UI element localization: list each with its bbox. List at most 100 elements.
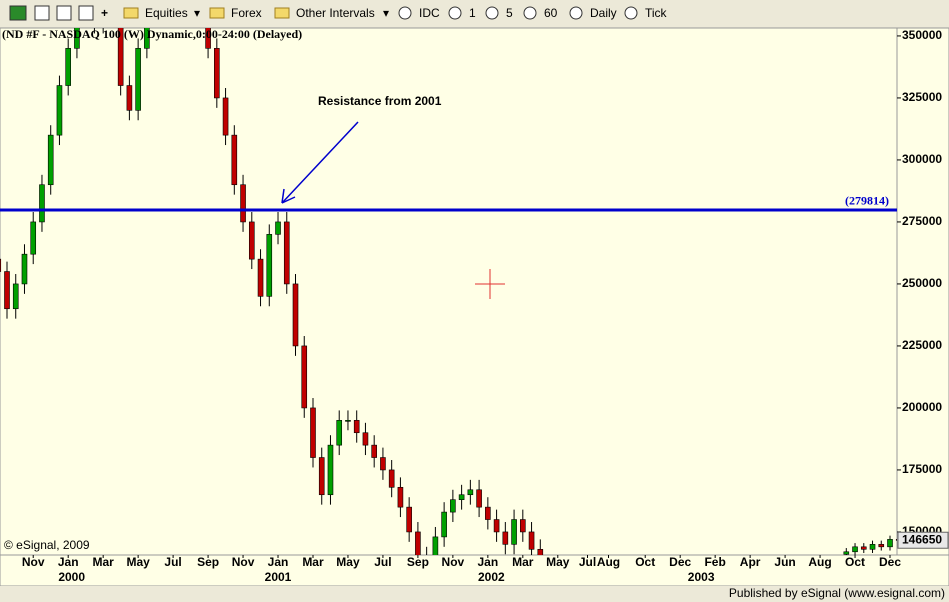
x-tick-label: Jun [774, 555, 795, 569]
candle-body [12, 283, 19, 310]
footer-bar [0, 586, 949, 602]
candle-body [126, 85, 133, 111]
price-axis [896, 27, 949, 556]
copyright: © eSignal, 2009 [4, 538, 90, 552]
x-tick-label: Dec [879, 555, 901, 569]
dropdown-arrow[interactable]: ▾ [383, 6, 389, 20]
toolbar-icon[interactable] [569, 6, 583, 20]
toolbar-icon[interactable] [485, 6, 499, 20]
toolbar-item[interactable]: 60 [544, 6, 558, 20]
year-label: 2000 [58, 570, 85, 584]
candle-body [214, 48, 220, 99]
candle-body [0, 258, 2, 272]
candle-body [231, 134, 238, 186]
y-tick-label: 250000 [902, 276, 942, 290]
candle-body [327, 444, 334, 496]
candle-body [388, 469, 395, 488]
x-tick-label: Oct [845, 555, 865, 569]
x-tick-label: Mar [92, 555, 114, 569]
toolbar-icon[interactable] [9, 5, 27, 21]
candle-body [21, 253, 28, 285]
candle-body [275, 221, 281, 235]
x-tick-label: Jul [374, 555, 391, 569]
toolbar-item[interactable]: Other Intervals [296, 6, 375, 20]
candle-body [144, 28, 150, 49]
candles [0, 28, 897, 555]
x-tick-label: Apr [740, 555, 761, 569]
candle-body [852, 546, 858, 553]
candle-body [248, 221, 255, 260]
year-label: 2002 [478, 570, 505, 584]
candle-body [318, 457, 325, 496]
toolbar-item[interactable]: Daily [590, 6, 617, 20]
toolbar [0, 0, 949, 27]
toolbar-icon[interactable] [34, 5, 50, 21]
candle-body [353, 420, 360, 434]
candle-body [65, 48, 71, 86]
candle-body [493, 519, 500, 533]
candle-body [266, 234, 273, 297]
candle-body [406, 506, 412, 533]
toolbar-icon[interactable] [523, 6, 537, 20]
candle-body [878, 544, 885, 548]
candle-body [257, 258, 264, 297]
y-tick-label: 325000 [902, 90, 942, 104]
toolbar-item[interactable]: Forex [231, 6, 262, 20]
candle-body [895, 539, 897, 541]
candle-body [56, 85, 63, 136]
annotation-arrow [281, 121, 359, 204]
candle-body [240, 184, 246, 223]
plot-area [0, 27, 898, 556]
y-tick-label: 200000 [902, 400, 942, 414]
candle-body [380, 457, 386, 471]
candle-body [222, 97, 229, 136]
year-label: 2003 [688, 570, 715, 584]
add-icon[interactable]: + [101, 6, 108, 20]
folder-icon[interactable] [274, 7, 290, 19]
candle-body [30, 221, 37, 255]
candle-body [47, 134, 54, 186]
candle-body [310, 407, 316, 458]
candle-body [537, 548, 544, 555]
candle-body [336, 420, 343, 446]
candle-body [4, 271, 10, 310]
candle-body [485, 506, 491, 520]
x-tick-label: Nov [22, 555, 45, 569]
toolbar-item[interactable]: IDC [419, 6, 440, 20]
year-label: 2001 [265, 570, 292, 584]
toolbar-item[interactable]: Tick [645, 6, 668, 20]
candle-body [860, 546, 867, 550]
candle-body [476, 489, 482, 508]
annotation: Resistance from 2001 [318, 94, 442, 108]
toolbar-item[interactable]: 1 [469, 6, 476, 20]
folder-icon[interactable] [209, 7, 225, 19]
toolbar-icon[interactable] [398, 6, 412, 20]
toolbar-item[interactable]: 5 [506, 6, 513, 20]
candle-body [371, 444, 377, 458]
candle-body [415, 531, 421, 555]
candle-body [502, 531, 509, 545]
toolbar-icon[interactable] [56, 5, 72, 21]
folder-icon[interactable] [123, 7, 139, 19]
toolbar-icon[interactable] [624, 6, 638, 20]
dropdown-arrow[interactable]: ▾ [194, 6, 200, 20]
x-tick-label: Dec [669, 555, 691, 569]
x-tick-label: May [126, 555, 150, 569]
candle-body [450, 499, 456, 513]
toolbar-icon[interactable] [448, 6, 462, 20]
x-tick-label: Mar [302, 555, 324, 569]
candle-body [520, 519, 526, 533]
resistance-label: (279814) [845, 194, 889, 208]
candle-body [362, 432, 369, 446]
candle-body [117, 28, 124, 86]
candle-body [397, 486, 404, 508]
x-tick-label: Jul [579, 555, 596, 569]
x-tick-label: Sep [197, 555, 219, 569]
y-tick-label: 175000 [902, 462, 942, 476]
x-tick-label: Jul [164, 555, 181, 569]
toolbar-item[interactable]: Equities [145, 6, 188, 20]
candle-body [511, 519, 517, 545]
x-tick-label: Feb [704, 555, 725, 569]
toolbar-icon[interactable] [78, 5, 94, 21]
